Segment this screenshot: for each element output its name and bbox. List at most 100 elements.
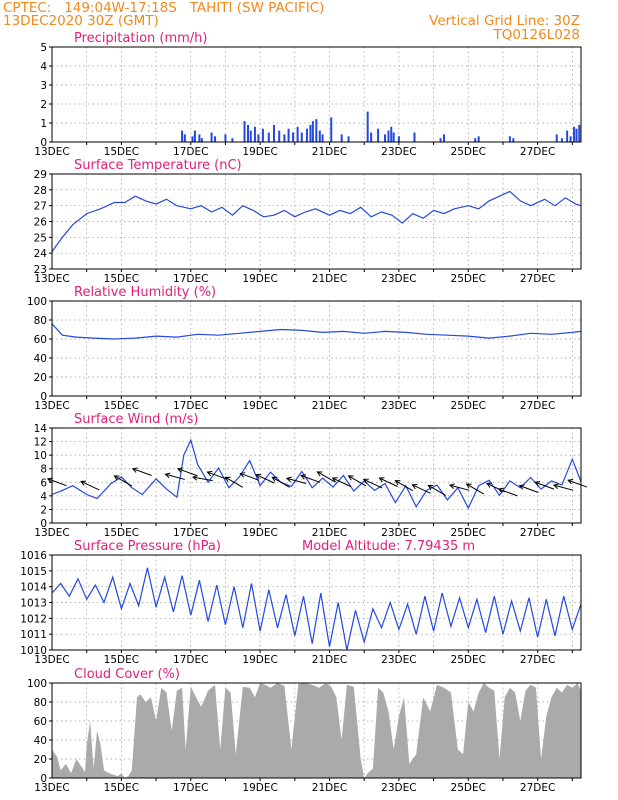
wind-arrow-shaft <box>256 474 275 484</box>
precipitation-bar <box>573 126 576 142</box>
humidity-x-tick-label: 17DEC <box>173 400 208 412</box>
temperature-y-tick-label: 25 <box>34 232 47 244</box>
pressure-x-tick-label: 15DEC <box>104 654 139 666</box>
humidity-title: Relative Humidity (%) <box>74 285 216 300</box>
wind-arrow-shaft <box>207 471 227 480</box>
wind-arrow-head <box>427 484 434 490</box>
wind-arrow-head <box>271 476 278 482</box>
humidity-panel: 0 20 40 60 80 100 13DEC 15DEC 17DEC 19DEC 21DEC 23D… <box>27 285 582 412</box>
wind-arrow-shaft <box>498 488 518 497</box>
precipitation-bar <box>305 128 308 142</box>
temperature-frame <box>51 173 582 270</box>
wind-arrow-shaft <box>363 478 383 489</box>
temperature-x-tick-label: 13DEC <box>34 273 69 285</box>
precipitation-title: Precipitation (mm/h) <box>74 31 207 46</box>
humidity-y-tick-label: 20 <box>34 372 47 384</box>
precipitation-bar <box>257 134 260 142</box>
humidity-y-tick-label: 60 <box>34 334 47 346</box>
humidity-x-tick-label: 25DEC <box>451 400 486 412</box>
humidity-x-tick-label: 19DEC <box>242 400 277 412</box>
wind-x-tick-label: 25DEC <box>451 527 486 539</box>
wind-arrow-shaft <box>428 484 446 496</box>
humidity-x-tick-label: 27DEC <box>520 400 555 412</box>
precipitation-bar <box>315 119 318 142</box>
wind-arrow-shaft <box>553 484 574 491</box>
precipitation-bar <box>193 130 196 142</box>
wind-arrow-shaft <box>80 480 100 491</box>
precipitation-bar <box>555 134 558 142</box>
wind-arrow-shaft <box>165 473 185 480</box>
pressure-y-tick-label: 1012 <box>20 613 47 625</box>
precipitation-bar <box>392 132 395 142</box>
precipitation-bar <box>321 134 324 142</box>
pressure-y-tick-label: 1016 <box>20 550 47 562</box>
temperature-x-tick-label: 25DEC <box>451 273 486 285</box>
temperature-y-tick-label: 27 <box>34 201 47 213</box>
wind-arrow-shaft <box>272 476 290 488</box>
precipitation-bar <box>210 132 213 142</box>
pressure-y-tick-label: 1011 <box>20 629 47 641</box>
precipitation-bar <box>566 130 569 142</box>
precipitation-bar <box>366 111 369 142</box>
wind-arrow-head <box>300 474 307 480</box>
temperature-x-tick-label: 23DEC <box>381 273 416 285</box>
temperature-y-tick-label: 24 <box>34 248 48 260</box>
wind-arrow-head <box>465 483 472 489</box>
wind-arrow-shaft <box>300 475 320 483</box>
wind-arrow <box>465 483 485 495</box>
cloud-cover-x-tick-label: 21DEC <box>312 782 347 794</box>
humidity-y-tick-label: 0 <box>40 391 47 403</box>
cloud-cover-y-tick-label: 20 <box>34 754 47 766</box>
precipitation-bar <box>198 134 201 142</box>
wind-x-tick-label: 23DEC <box>381 527 416 539</box>
precipitation-x-tick-label: 19DEC <box>242 146 277 158</box>
cloud-cover-y-tick-label: 60 <box>34 716 47 728</box>
cloud-cover-y-tick-label: 100 <box>27 678 47 690</box>
wind-arrow-shaft <box>449 484 470 491</box>
wind-arrow-head <box>192 475 198 481</box>
wind-arrow-head <box>362 478 369 484</box>
precipitation-x-tick-label: 27DEC <box>520 146 555 158</box>
wind-arrow <box>300 474 320 483</box>
wind-y-tick-label: 2 <box>40 504 47 516</box>
wind-y-tick-label: 14 <box>34 423 48 435</box>
precipitation-bar <box>200 138 203 142</box>
precipitation-bar <box>246 124 249 142</box>
precipitation-bar <box>224 134 227 142</box>
temperature-x-tick-label: 17DEC <box>173 273 208 285</box>
pressure-line <box>51 567 582 651</box>
location-title: CPTEC: 149:04W-17:18S TAHITI (SW PACIFIC… <box>3 0 325 16</box>
pressure-x-tick-label: 19DEC <box>242 654 277 666</box>
precipitation-x-tick-label: 17DEC <box>173 146 208 158</box>
wind-arrow-shaft <box>395 480 413 492</box>
cloud-cover-title: Cloud Cover (%) <box>74 667 180 682</box>
precipitation-frame <box>51 46 582 143</box>
precipitation-x-tick-label: 13DEC <box>34 146 69 158</box>
wind-arrow-head <box>113 475 120 481</box>
pressure-x-tick-label: 25DEC <box>451 654 486 666</box>
wind-arrow-head <box>131 467 138 473</box>
cloud-cover-x-tick-label: 15DEC <box>104 782 139 794</box>
wind-arrow-shaft <box>240 472 260 481</box>
precipitation-y-tick-label: 5 <box>40 42 47 54</box>
pressure-x-tick-label: 23DEC <box>381 654 416 666</box>
humidity-y-tick-label: 100 <box>27 296 47 308</box>
cloud-cover-frame <box>51 682 582 779</box>
wind-y-tick-label: 4 <box>40 491 47 503</box>
precipitation-bar <box>183 134 186 142</box>
wind-x-tick-label: 19DEC <box>242 527 277 539</box>
precipitation-bar <box>442 134 445 142</box>
wind-arrow-head <box>80 480 87 486</box>
precipitation-bar <box>347 136 350 142</box>
wind-arrow <box>271 476 290 488</box>
wind-arrow-shaft <box>177 468 197 476</box>
pressure-y-tick-label: 1010 <box>20 645 47 657</box>
cloud-cover-y-tick-label: 40 <box>34 735 47 747</box>
precipitation-bar <box>253 126 256 142</box>
wind-arrow-head <box>497 487 504 494</box>
precipitation-bar <box>249 130 252 142</box>
wind-arrow <box>518 484 539 493</box>
precipitation-bar <box>560 138 563 142</box>
wind-x-tick-label: 21DEC <box>312 527 347 539</box>
